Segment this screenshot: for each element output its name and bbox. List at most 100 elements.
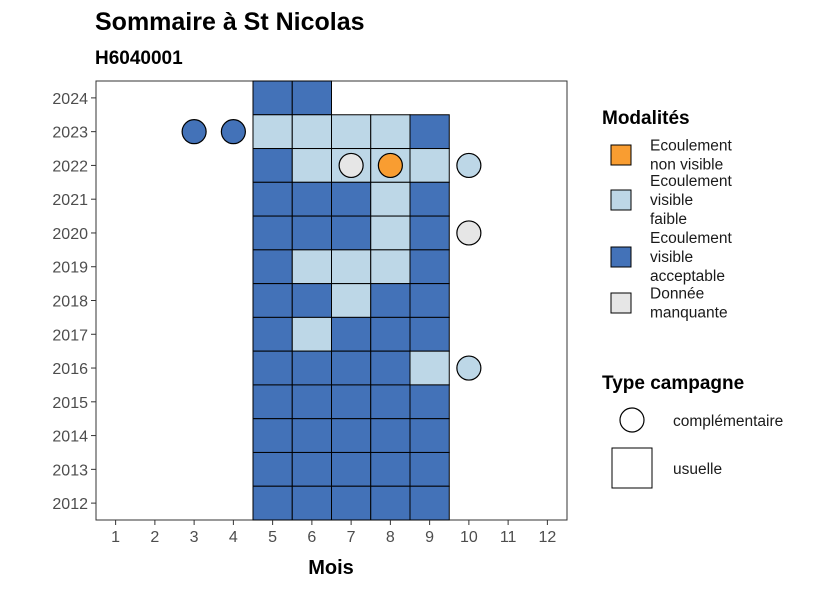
tile-2017-6 [291,316,332,352]
tile-2018-9 [409,283,450,318]
tile-2018-7 [331,283,372,318]
tile-2015-7 [331,384,372,420]
tile-2016-7 [331,350,372,386]
tile-2014-7 [331,418,372,453]
legend-label-acceptable: Ecoulement [650,230,733,247]
y-tick-label: 2017 [52,327,88,344]
point-2022-8 [377,152,403,179]
tile-2021-5 [252,181,293,217]
x-tick-label: 2 [150,529,159,546]
tile-2022-5 [252,148,293,183]
tile-2018-5 [252,283,293,318]
x-tick-label: 1 [111,529,120,546]
tile-2023-7 [331,114,372,150]
tile-2012-9 [409,485,450,521]
tile-2012-6 [291,485,332,521]
tile-2019-6 [291,249,332,285]
tile-2020-8 [370,215,411,251]
legend-key-square [611,447,653,489]
legend-label-faible: Ecoulement [650,173,733,190]
tile-2022-6 [291,148,332,183]
tile-2018-8 [370,283,411,318]
tile-2019-8 [370,249,411,285]
tile-2020-9 [409,215,450,251]
x-tick-label: 6 [307,529,316,546]
tile-2021-8 [370,181,411,217]
x-tick-label: 8 [386,529,395,546]
tile-2024-6 [291,80,332,116]
point-2022-10 [456,152,482,179]
legend-key-manquante [610,292,632,314]
tile-2015-9 [409,384,450,420]
tile-2015-6 [291,384,332,420]
tile-2015-8 [370,384,411,420]
tile-2013-6 [291,451,332,487]
tile-2018-6 [291,283,332,318]
legend-label-manquante: Donnée [650,286,704,303]
tile-2019-5 [252,249,293,285]
y-tick-label: 2012 [52,496,88,513]
x-tick-label: 5 [268,529,277,546]
tile-2023-8 [370,114,411,150]
tile-2015-5 [252,384,293,420]
tile-2013-9 [409,451,450,487]
x-tick-label: 4 [229,529,238,546]
legend-label-faible: visible [650,192,693,209]
legend-label-non_visible: Ecoulement [650,138,733,155]
legend-key-faible [610,189,632,211]
y-tick-label: 2020 [52,226,88,243]
tile-2023-6 [291,114,332,150]
tile-2012-5 [252,485,293,521]
x-tick-label: 7 [347,529,356,546]
tile-2023-5 [252,114,293,150]
y-tick-label: 2021 [52,192,88,209]
legend-type-campagne: Type campagne complémentaire usuelle [602,373,783,489]
legend-label-usuelle: usuelle [673,461,722,478]
tile-2014-6 [291,418,332,453]
usuelle-tiles [252,80,450,521]
tile-2012-7 [331,485,372,521]
x-tick-label: 11 [500,529,517,546]
tile-2024-5 [252,80,293,116]
y-tick-label: 2024 [52,91,88,108]
tile-2017-7 [331,316,372,352]
tile-2016-9 [409,350,450,386]
chart-title: Sommaire à St Nicolas [95,8,365,36]
tile-2016-5 [252,350,293,386]
tile-2016-6 [291,350,332,386]
point-2023-4 [220,119,246,145]
tile-2016-8 [370,350,411,386]
tile-2017-8 [370,316,411,352]
tile-2020-7 [331,215,372,251]
point-2016-10 [456,355,482,381]
chart-subtitle: H6040001 [95,48,183,69]
y-tick-label: 2014 [52,429,88,446]
tile-2017-5 [252,316,293,352]
y-tick-label: 2023 [52,125,88,142]
y-tick-label: 2022 [52,158,88,175]
x-axis-title: Mois [308,557,354,579]
legend-label-faible: faible [650,211,687,228]
legend-campagne-title: Type campagne [602,373,744,394]
tile-2014-9 [409,418,450,453]
x-tick-label: 10 [460,529,478,546]
legend-label-acceptable: visible [650,249,693,266]
legend-key-non_visible [610,144,632,166]
legend-key-circle [619,407,645,433]
legend-label-complementaire: complémentaire [673,413,783,430]
complementaire-points [181,119,482,381]
point-2020-10 [456,220,482,246]
tile-2017-9 [409,316,450,352]
tile-2012-8 [370,485,411,521]
tile-2021-7 [331,181,372,217]
tile-2021-6 [291,181,332,217]
y-tick-label: 2018 [52,294,88,311]
tile-2013-8 [370,451,411,487]
y-axis-ticks: 2012 2013 2014 2015 2016 2017 2018 2019 2020 2021… [52,91,96,513]
tile-2014-5 [252,418,293,453]
tile-2014-8 [370,418,411,453]
point-2023-3 [181,119,207,145]
tile-2019-9 [409,249,450,285]
